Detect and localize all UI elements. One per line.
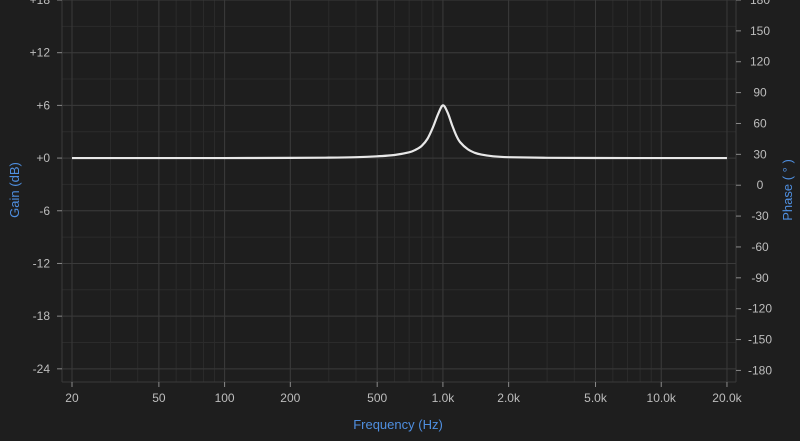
y2-tick-label: 0 [757,178,764,192]
y2-tick-label: -120 [748,302,772,316]
y2-axis-title: Phase ( ° ) [780,159,795,221]
x-tick-label: 20 [65,391,79,405]
y-tick-label: -24 [33,362,51,376]
y-tick-label: +18 [30,0,51,7]
gain-curve [71,104,727,160]
grid [61,0,737,383]
plot-area [71,104,727,160]
x-axis-title: Frequency (Hz) [353,417,443,432]
x-tick-label: 50 [152,391,166,405]
y-tick-label: +12 [30,46,51,60]
x-tick-label: 5.0k [584,391,608,405]
y2-tick-label: -60 [751,240,769,254]
y-tick-label: -6 [39,204,50,218]
y2-tick-label: 120 [750,55,770,69]
y2-tick-label: 180 [750,0,770,7]
x-tick-label: 1.0k [432,391,456,405]
y2-tick-label: -180 [748,363,772,377]
y2-tick-label: 30 [753,147,767,161]
y-tick-label: -12 [33,256,51,270]
y2-tick-label: -150 [748,333,772,347]
y-axis-title: Gain (dB) [7,162,22,218]
y2-tick-label: 90 [753,86,767,100]
y-tick-label: +6 [36,98,50,112]
y-tick-label: -18 [33,309,51,323]
y2-tick-label: 60 [753,116,767,130]
x-tick-label: 200 [280,391,300,405]
x-tick-label: 10.0k [647,391,677,405]
y2-tick-label: -30 [751,209,769,223]
x-tick-label: 2.0k [497,391,521,405]
y2-tick-label: 150 [750,24,770,38]
x-tick-label: 500 [367,391,387,405]
axis-ticks: 20 50 100 200 500 1.0k 2.0k 5.0k 10.0k 20.0k +18 +1… [30,0,772,405]
x-tick-label: 20.0k [712,391,742,405]
x-tick-label: 100 [215,391,235,405]
y2-tick-label: -90 [751,271,769,285]
y-tick-label: +0 [36,151,50,165]
